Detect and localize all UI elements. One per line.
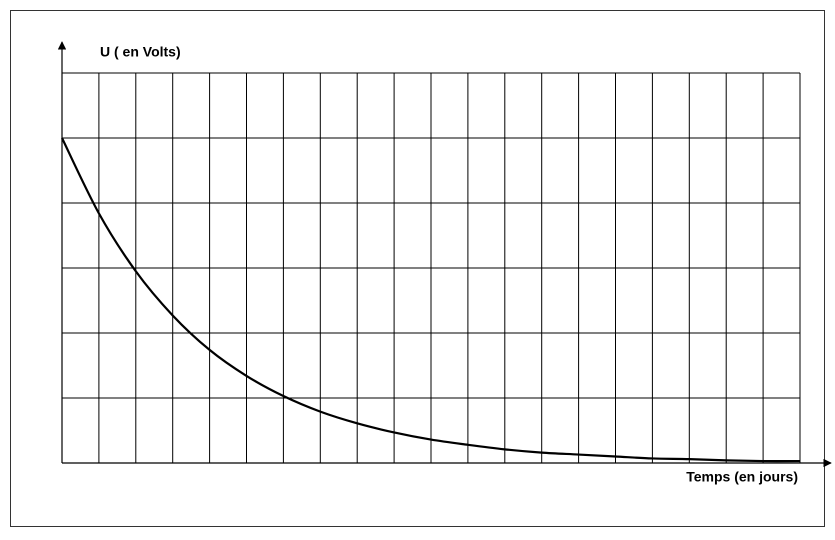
frame [10,10,825,527]
x-axis-label: Temps (en jours) [686,469,798,485]
curve [61,137,801,463]
y-axis-label: U ( en Volts) [100,44,181,60]
grid [61,72,801,464]
